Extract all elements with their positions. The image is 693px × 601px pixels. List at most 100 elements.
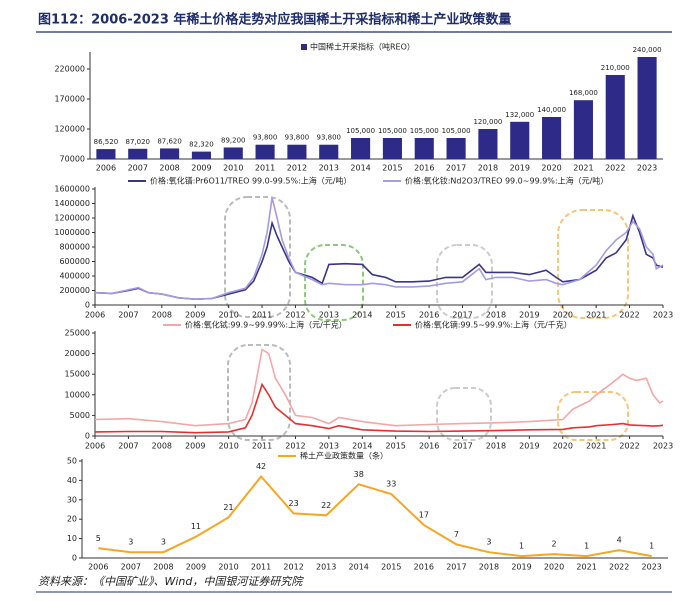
bar [191,151,211,159]
x-tick-label: 2020 [553,311,573,320]
legend-label: 价格:氧化铽:99.9~99.99%:上海（元/千克） [185,320,347,330]
value-label: 140,000 [537,106,566,114]
legend-label: 中国稀土开采指标（吨REO） [310,42,415,52]
x-tick-label: 2016 [414,164,434,173]
y-tick-label: 600000 [59,257,90,266]
x-tick-label: 2011 [255,164,275,173]
value-label: 240,000 [633,46,662,54]
x-tick-label: 2009 [185,442,205,451]
y-tick-label: 0 [85,301,90,310]
value-label: 82,320 [189,141,214,149]
legend-label: 价格:氧化钕:Nd2O3/TREO 99.0~99.9%:上海（元/吨） [405,176,608,186]
data-label: 42 [256,462,266,471]
legend-label: 价格:氧化镝:99.5~99.9%:上海（元/千克） [415,320,572,330]
y-tick-label: 0 [85,432,90,441]
legend-label: 价格:氧化镨:Pr6O11/TREO 99.0-99.5%:上海（元/吨） [150,176,351,186]
bar [637,57,657,159]
data-label: 23 [289,499,299,508]
value-label: 105,000 [378,127,407,135]
data-label: 11 [191,522,201,531]
x-tick-label: 2018 [478,164,498,173]
highlights [224,196,629,441]
x-tick-label: 2014 [352,442,372,451]
x-tick-label: 2007 [121,563,141,572]
bar [223,147,243,159]
x-tick-label: 2007 [118,442,138,451]
value-label: 87,020 [126,138,151,146]
x-tick-label: 2010 [218,442,238,451]
x-tick-label: 2006 [85,442,105,451]
data-label: 3 [486,538,491,547]
data-label: 1 [584,542,589,551]
x-tick-label: 2013 [319,442,339,451]
value-label: 210,000 [601,64,630,72]
y-tick-label: 40 [67,476,77,485]
x-tick-label: 2021 [573,164,593,173]
y-tick-label: 220000 [54,65,85,74]
value-label: 87,620 [157,137,182,145]
x-tick-label: 2008 [159,164,179,173]
x-tick-label: 2007 [128,164,148,173]
x-tick-label: 2010 [218,311,238,320]
highlight-box [557,391,629,441]
x-tick-label: 2012 [285,311,305,320]
x-tick-label: 2023 [653,311,673,320]
x-tick-label: 2013 [319,164,339,173]
bar [446,138,466,159]
legend-label: 稀土产业政策数量（条） [300,451,388,461]
value-label: 93,800 [285,134,310,142]
data-label: 38 [354,470,364,479]
data-label: 1 [519,542,524,551]
x-tick-label: 2011 [252,311,272,320]
x-tick-label: 2019 [511,563,531,572]
x-tick-label: 2022 [605,164,625,173]
bar [605,75,625,159]
x-tick-label: 2012 [287,164,307,173]
bar [542,117,562,159]
x-tick-label: 2014 [350,164,370,173]
y-tick-label: 200000 [59,286,90,295]
x-tick-label: 2009 [191,164,211,173]
highlight-box [557,209,629,319]
x-tick-label: 2015 [382,164,402,173]
x-tick-label: 2016 [414,563,434,572]
x-tick-label: 2019 [510,164,530,173]
x-tick-label: 2009 [185,311,205,320]
x-tick-label: 2012 [285,442,305,451]
data-label: 5 [96,534,101,543]
data-label: 2 [552,540,557,549]
x-tick-label: 2008 [152,442,172,451]
bar [287,144,307,159]
data-label: 21 [223,503,233,512]
bar [573,100,593,159]
x-tick-label: 2017 [446,563,466,572]
x-tick-label: 2022 [619,442,639,451]
x-tick-label: 2020 [544,563,564,572]
bar [351,138,371,159]
x-tick-label: 2016 [419,442,439,451]
line [94,382,664,434]
highlight-box [227,344,291,441]
bar [96,149,116,159]
bar [414,138,434,159]
y-tick-label: 1600000 [54,185,90,194]
data-label: 7 [454,530,459,539]
value-label: 86,520 [94,138,119,146]
bar [319,144,339,159]
bar [510,121,530,159]
x-tick-label: 2009 [186,563,206,572]
y-tick-label: 20000 [65,349,90,358]
line [94,348,664,427]
y-tick-label: 400000 [59,272,90,281]
y-tick-label: 170000 [54,95,85,104]
x-tick-label: 2023 [642,563,662,572]
x-tick-label: 2015 [386,311,406,320]
value-label: 105,000 [442,127,471,135]
value-label: 120,000 [473,118,502,126]
y-tick-label: 0 [72,554,77,563]
x-tick-label: 2021 [576,563,596,572]
bar [160,148,180,159]
x-tick-label: 2006 [96,164,116,173]
bar [255,144,275,159]
bar [478,129,498,159]
